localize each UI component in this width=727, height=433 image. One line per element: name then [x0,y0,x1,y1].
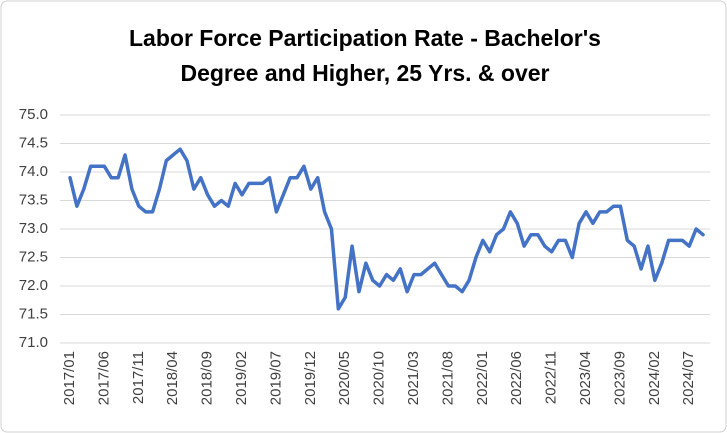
x-tick-label: 2024/02 [646,351,663,405]
x-tick-label: 2019/07 [267,351,284,405]
y-tick-label: 71.5 [19,305,48,322]
y-tick-label: 75.0 [19,106,48,123]
x-tick-label: 2023/09 [611,351,628,405]
chart-title: Degree and Higher, 25 Yrs. & over [180,60,549,86]
x-tick-label: 2019/02 [233,351,250,405]
y-tick-label: 73.0 [19,220,48,237]
x-tick-label: 2022/01 [474,351,491,405]
x-tick-label: 2017/01 [61,351,78,405]
x-tick-label: 2023/04 [577,351,594,405]
y-tick-label: 71.0 [19,334,48,351]
x-tick-label: 2021/03 [405,351,422,405]
x-tick-label: 2020/10 [371,351,388,405]
x-tick-label: 2022/11 [543,351,560,404]
data-line [68,147,705,311]
y-tick-label: 72.0 [19,277,48,294]
x-tick-label: 2018/09 [199,351,216,405]
y-tick-label: 73.5 [19,191,48,208]
x-tick-label: 2024/07 [680,351,697,405]
y-tick-label: 74.0 [19,163,48,180]
x-tick-label: 2017/11 [130,351,147,404]
y-tick-label: 74.5 [19,134,48,151]
x-tick-label: 2021/08 [439,351,456,405]
x-tick-label: 2018/04 [164,351,181,405]
x-tick-label: 2020/05 [336,351,353,405]
x-tick-label: 2022/06 [508,351,525,405]
x-tick-label: 2017/06 [95,351,112,405]
y-tick-label: 72.5 [19,248,48,265]
x-tick-label: 2019/12 [302,351,319,405]
chart-title: Labor Force Participation Rate - Bachelo… [129,25,601,51]
